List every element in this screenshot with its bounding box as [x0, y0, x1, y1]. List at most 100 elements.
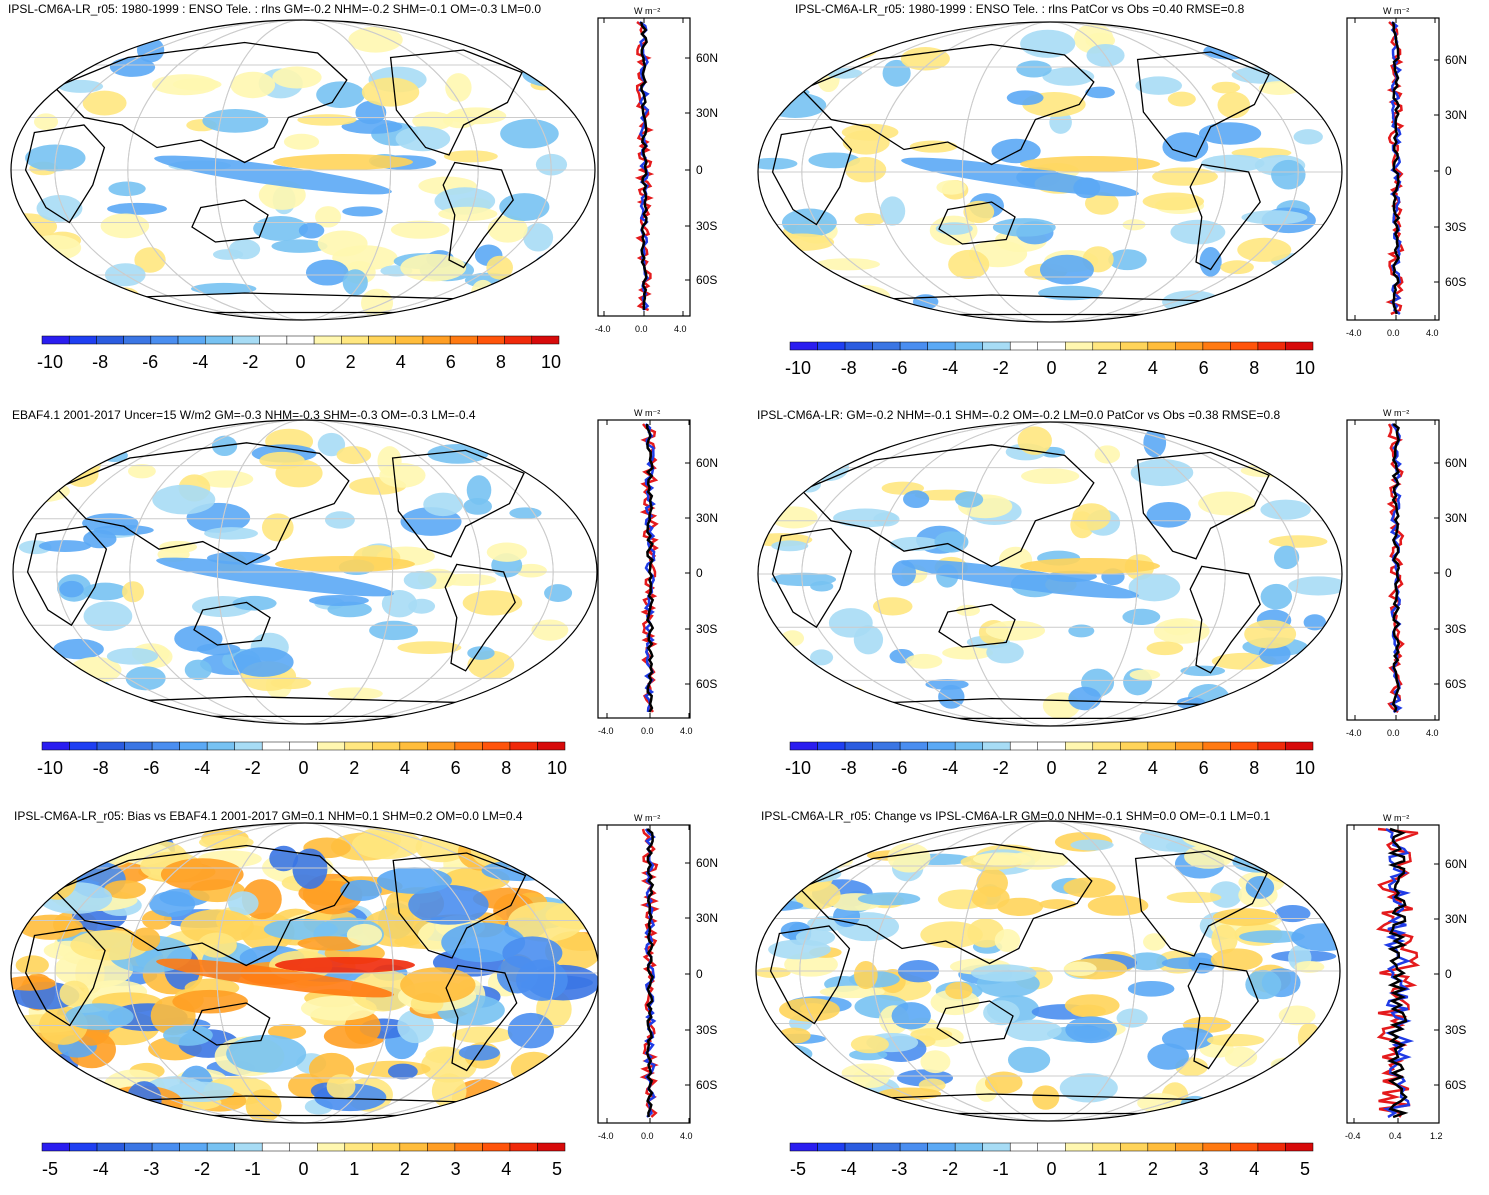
field-patch [507, 1012, 554, 1049]
field-patch [1231, 65, 1298, 84]
longitude-line [216, 420, 394, 724]
colorbar-cell [234, 741, 263, 751]
colorbar-cell [1009, 341, 1038, 351]
field-patch [44, 686, 71, 702]
field-patch [466, 475, 492, 505]
profile-x-label: -4.0 [1346, 328, 1362, 338]
field-patch [1210, 948, 1263, 971]
world-map: W m⁻² 60N 30N 0 30S 60S -4.0 0.0 4.0 -10 -8 -6 -4 -2 0… [10, 6, 718, 372]
colorbar-cell [817, 741, 846, 751]
graticule [756, 821, 1340, 1121]
field-patch [270, 676, 312, 690]
field-patch [1135, 76, 1183, 95]
field-patch [1293, 129, 1323, 145]
units-label: W m⁻² [1383, 813, 1409, 823]
field-patch [994, 928, 1021, 952]
field-patch [395, 126, 451, 152]
colorbar-label: -8 [841, 358, 857, 378]
colorbar-cell [899, 1142, 928, 1152]
field-patch [1084, 191, 1119, 215]
field-patch [499, 193, 550, 221]
field-patch [53, 638, 104, 660]
pacific-band [275, 556, 415, 572]
colorbar-cell [789, 341, 818, 351]
field-patch [58, 79, 104, 93]
field-patch [65, 1003, 134, 1030]
field-patch [340, 879, 382, 901]
field-patch [400, 253, 467, 282]
colorbar-label: -6 [891, 758, 907, 778]
colorbar-label: -2 [245, 758, 261, 778]
colorbar-cell [789, 741, 818, 751]
coastline [445, 964, 518, 1072]
colorbar-cell [259, 335, 288, 345]
lat-label: 0 [696, 967, 703, 981]
field-patch [160, 858, 244, 891]
field-patch [1126, 952, 1168, 971]
coastline [771, 527, 853, 629]
field-patch [1063, 877, 1116, 898]
longitude-line [127, 20, 479, 320]
colorbar-label: 10 [1295, 358, 1315, 378]
field-patch [11, 832, 57, 861]
colorbar-cell [1175, 741, 1204, 751]
colorbar-cell [206, 741, 235, 751]
field-patch [1288, 576, 1342, 596]
field-patch [1287, 78, 1330, 89]
colorbar-cell [341, 335, 369, 345]
field-patch [970, 964, 1037, 982]
colorbar-cell [179, 741, 208, 751]
field-patch [80, 832, 137, 868]
coastline [1189, 163, 1261, 271]
field-patch [447, 107, 507, 125]
colorbar-cell [509, 1142, 538, 1152]
field-patch [936, 180, 967, 195]
field-patch [509, 507, 542, 519]
field-patch [1270, 835, 1322, 859]
field-patch [438, 573, 497, 587]
coastline [26, 525, 108, 627]
profile-x-label: 0.4 [1389, 1131, 1402, 1141]
field-patch [1261, 273, 1286, 286]
colorbar-cell [41, 741, 70, 751]
field-patch [838, 1096, 900, 1110]
colorbar-label: 6 [1199, 358, 1209, 378]
field-patch [509, 23, 541, 53]
units-label: W m⁻² [634, 6, 660, 16]
colorbar-label: 1 [349, 1159, 359, 1179]
lat-label: 30N [1445, 511, 1467, 525]
colorbar-label: -1 [993, 1159, 1009, 1179]
field-patch [1260, 499, 1311, 520]
field-patch [1217, 91, 1251, 119]
field-patch [72, 435, 115, 457]
field-patch [346, 923, 383, 946]
field-patch [1068, 624, 1095, 638]
colorbar-label: -6 [891, 358, 907, 378]
field-patch [852, 1068, 890, 1088]
colorbar-label: 10 [541, 352, 561, 372]
field-patch [1220, 260, 1254, 275]
field-patch [854, 960, 878, 990]
panel-title: IPSL-CM6A-LR_r05: 1980-1999 : ENSO Tele.… [795, 2, 1245, 16]
field-patch [271, 239, 328, 253]
colorbar-cell [1065, 341, 1094, 351]
profile-line [1387, 827, 1409, 1119]
colorbar-cell [344, 741, 373, 751]
field-patch [758, 157, 798, 170]
profile-x-label: 0.0 [1387, 728, 1400, 738]
colorbar-cell [234, 1142, 263, 1152]
field-patch [854, 212, 885, 226]
field-patch [438, 206, 498, 222]
field-patch [11, 832, 64, 847]
panel-2: IPSL-CM6A-LR_r05: 1980-1999 : ENSO Tele.… [745, 0, 1489, 392]
colorbar-cell [927, 341, 956, 351]
colorbar-cell [1120, 1142, 1149, 1152]
field-patch [33, 113, 59, 131]
colorbar-cell [1285, 741, 1314, 751]
longitude-line [799, 821, 1297, 1121]
coastline [53, 844, 350, 967]
lat-label: 30N [696, 106, 718, 120]
field-patch [500, 118, 559, 149]
coastline [444, 563, 516, 672]
profile-x-label: 4.0 [674, 324, 687, 334]
